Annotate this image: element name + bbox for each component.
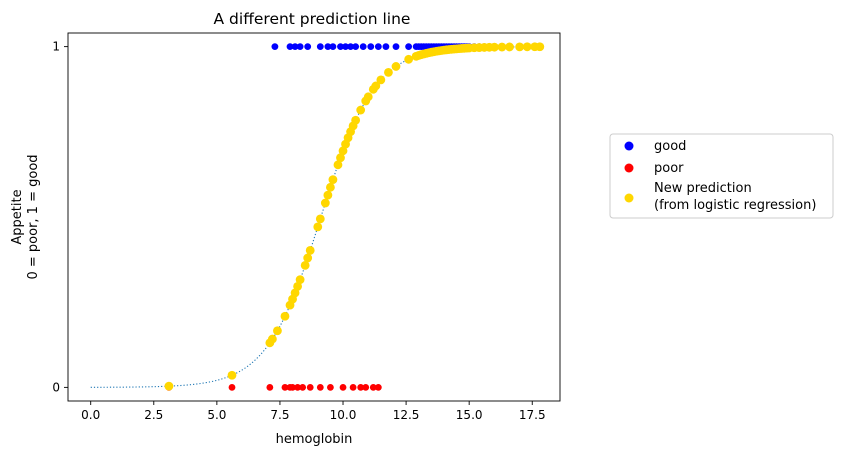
legend-label-line: New prediction xyxy=(654,181,752,196)
prediction-point xyxy=(356,105,366,115)
prediction-point xyxy=(333,160,343,170)
prediction-point xyxy=(313,222,323,232)
prediction-point xyxy=(404,54,414,64)
poor-point xyxy=(289,383,296,391)
good-point xyxy=(304,43,312,51)
x-tick-label: 15.0 xyxy=(456,408,483,422)
good-point xyxy=(342,43,349,51)
prediction-point xyxy=(497,42,507,52)
y-tick-label: 0 xyxy=(52,380,60,394)
poor-point xyxy=(357,383,365,391)
good-point xyxy=(337,43,344,51)
prediction-point xyxy=(391,62,401,71)
good-point xyxy=(324,43,332,51)
good-point xyxy=(382,43,390,51)
good-point xyxy=(291,43,299,51)
prediction-point xyxy=(315,214,325,224)
prediction-point xyxy=(490,42,499,52)
y-tick-label: 1 xyxy=(52,40,60,54)
good-point xyxy=(405,43,413,51)
y-axis-label-line-2: 0 = poor, 1 = good xyxy=(26,154,41,279)
good-point xyxy=(329,43,337,51)
prediction-point xyxy=(303,253,313,263)
prediction-point xyxy=(522,42,532,52)
x-tick-label: 10.0 xyxy=(330,408,357,422)
prediction-point xyxy=(293,282,302,291)
good-point xyxy=(296,43,304,51)
poor-point xyxy=(349,383,357,391)
y-axis-label: Appetite 0 = poor, 1 = good xyxy=(10,154,41,279)
x-tick-label: 12.5 xyxy=(393,408,420,422)
prediction-point xyxy=(273,326,282,336)
legend-marker-poor xyxy=(624,163,634,173)
prediction-point xyxy=(505,42,514,52)
x-axis-label: hemoglobin xyxy=(276,432,353,447)
good-point xyxy=(374,43,382,51)
y-axis-ticks: 01 xyxy=(52,40,68,394)
prediction-point xyxy=(164,381,174,391)
prediction-point xyxy=(295,275,305,285)
prediction-point xyxy=(336,153,345,163)
chart-title: A different prediction line xyxy=(214,10,411,28)
prediction-point xyxy=(280,311,290,321)
prediction-point xyxy=(351,115,361,125)
prediction-point xyxy=(535,42,545,52)
good-point xyxy=(271,43,279,51)
poor-point xyxy=(228,383,236,391)
good-point xyxy=(316,43,324,51)
x-tick-label: 5.0 xyxy=(207,408,226,422)
good-point xyxy=(347,43,354,51)
plot-area: 0.0 2.5 5.0 7.5 10.0 12.5 15.0 17.5 01 xyxy=(52,32,561,422)
good-point xyxy=(367,43,375,51)
poor-point xyxy=(362,383,370,391)
prediction-point xyxy=(300,260,310,270)
legend-frame xyxy=(609,133,834,219)
prediction-point xyxy=(323,190,333,200)
poor-point xyxy=(316,383,324,391)
poor-point xyxy=(327,383,334,391)
prediction-point xyxy=(371,81,381,91)
prediction-point xyxy=(227,370,237,380)
prediction-point xyxy=(326,182,335,192)
good-point xyxy=(359,43,367,51)
points-layer xyxy=(164,42,545,391)
y-axis-label-line-1: Appetite xyxy=(10,189,25,244)
poor-point xyxy=(281,383,289,391)
legend-label-good: good xyxy=(654,139,686,154)
poor-point xyxy=(294,383,301,391)
good-point xyxy=(392,43,400,51)
x-tick-label: 7.5 xyxy=(270,408,289,422)
legend-marker-good xyxy=(624,141,634,151)
prediction-point xyxy=(338,146,348,156)
x-tick-label: 0.0 xyxy=(81,408,100,422)
prediction-point xyxy=(384,67,393,77)
good-point xyxy=(352,43,360,51)
poor-point xyxy=(266,383,274,391)
poor-point xyxy=(374,383,382,391)
legend-label-line: (from logistic regression) xyxy=(654,198,816,213)
x-tick-label: 2.5 xyxy=(144,408,163,422)
prediction-point xyxy=(305,245,315,255)
poor-point xyxy=(306,383,314,391)
poor-point xyxy=(369,383,377,391)
prediction-point xyxy=(363,92,373,102)
legend-marker-new-prediction xyxy=(624,193,634,203)
plot-frame xyxy=(67,32,561,402)
prediction-point xyxy=(320,198,330,208)
poor-point xyxy=(299,383,307,391)
x-tick-label: 17.5 xyxy=(519,408,546,422)
legend-label-poor: poor xyxy=(654,161,684,176)
prediction-point xyxy=(328,175,338,185)
good-point xyxy=(286,43,294,51)
prediction-point xyxy=(515,42,525,52)
prediction-point xyxy=(267,334,277,344)
poor-point xyxy=(339,383,347,391)
prediction-point xyxy=(376,75,386,85)
legend-label-new-prediction: New prediction (from logistic regression) xyxy=(654,181,816,213)
x-axis-ticks: 0.0 2.5 5.0 7.5 10.0 12.5 15.0 17.5 xyxy=(81,401,546,422)
legend: good poor New prediction (from logistic r… xyxy=(609,133,834,219)
